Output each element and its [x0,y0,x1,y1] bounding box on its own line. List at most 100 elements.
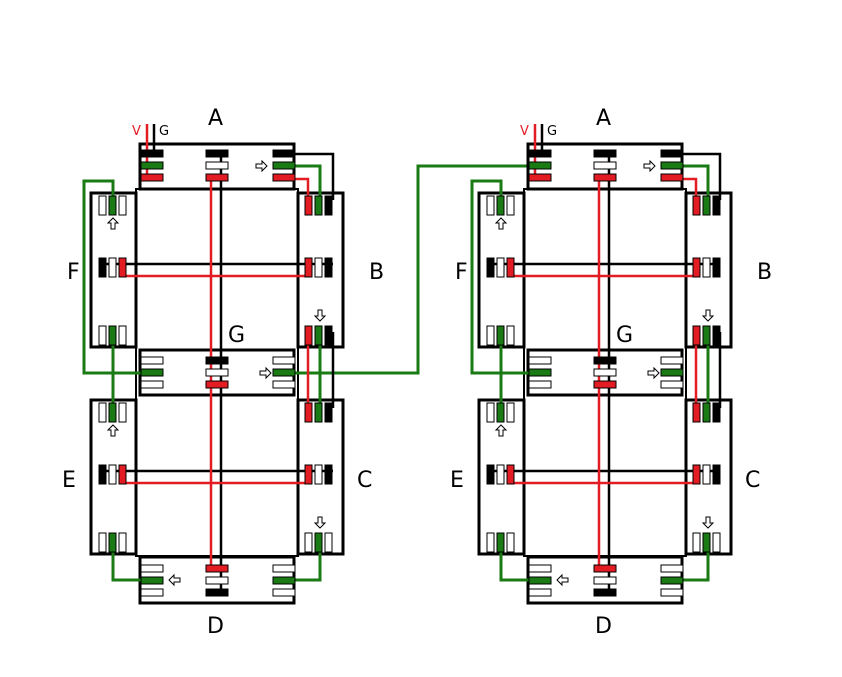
connector-pin [702,325,711,346]
connector-pin [108,195,117,216]
g-label: G [159,124,169,139]
connector-pin [496,532,505,553]
connector-pin [712,325,721,346]
connector-pin [205,564,229,573]
segment-e-label: E [450,468,464,493]
data-wire [82,179,156,375]
connector-pin [140,588,164,597]
connector-pin [304,402,313,423]
connector-pin [304,532,313,553]
connector-pin [528,149,552,158]
connector-pin [506,195,515,216]
arrow-right-icon [643,159,656,173]
connector-pin [324,532,333,553]
connector-pin [108,257,117,278]
connector-pin [692,195,701,216]
data-wire [111,540,148,582]
arrow-right-icon [259,366,272,380]
segment-e-label: E [62,468,76,493]
segment-g-label: G [616,323,633,348]
connector-pin [140,356,164,365]
connector-pin [496,195,505,216]
connector-pin [140,161,164,170]
connector-pin [140,564,164,573]
connector-pin [506,325,515,346]
connector-pin [506,532,515,553]
connector-pin [108,402,117,423]
connector-pin [528,588,552,597]
connector-pin [660,173,684,182]
connector-pin [98,257,107,278]
connector-pin [314,257,323,278]
connector-pin [118,532,127,553]
connector-pin [324,402,333,423]
connector-pin [118,402,127,423]
connector-pin [506,402,515,423]
connector-pin [660,588,684,597]
connector-pin [140,368,164,377]
left-arrows [106,159,327,587]
connector-pin [528,161,552,170]
connector-pin [528,356,552,365]
connector-pin [118,325,127,346]
gnd-wire [284,152,335,200]
connector-pin [314,464,323,485]
connector-pin [98,325,107,346]
data-wire [288,540,322,582]
right-data-wires [470,164,710,582]
connector-pin [660,368,684,377]
arrow-down-icon [701,516,715,529]
connector-pin [272,161,296,170]
connector-pin [272,173,296,182]
arrow-up-icon [494,217,508,230]
connector-pin [98,464,107,485]
connector-pin [486,464,495,485]
right-vcc-wires [514,124,698,569]
connector-pin [205,380,229,389]
connector-pin [496,402,505,423]
arrow-down-icon [313,516,327,529]
connector-pin [314,325,323,346]
connector-pin [98,532,107,553]
connector-pin [324,464,333,485]
connector-pin [660,149,684,158]
data-wire [284,164,322,200]
connector-pin [140,173,164,182]
connector-pin [593,173,617,182]
connector-pin [506,257,515,278]
connector-pin [486,325,495,346]
connector-pin [272,576,296,585]
connector-pin [304,464,313,485]
connector-pin [660,356,684,365]
v-label: V [520,124,529,139]
connector-pin [712,402,721,423]
left-pins [98,149,333,597]
segment-f-label: F [455,260,468,285]
connector-pin [528,380,552,389]
connector-pin [593,564,617,573]
connector-pin [272,149,296,158]
connector-pin [140,380,164,389]
connector-pin [593,576,617,585]
connector-pin [108,464,117,485]
arrow-up-icon [106,424,120,437]
arrow-up-icon [494,424,508,437]
connector-pin [324,257,333,278]
connector-pin [118,195,127,216]
connector-pin [702,464,711,485]
connector-pin [205,149,229,158]
segment-g-label: G [228,323,245,348]
connector-pin [486,532,495,553]
arrow-left-icon [556,573,569,587]
left-diagram: V G A B C D E F G [62,106,530,639]
connector-pin [108,325,117,346]
connector-pin [205,161,229,170]
g-label: G [547,124,557,139]
connector-pin [593,588,617,597]
segment-b-label: B [369,260,384,285]
connector-pin [98,402,107,423]
connector-pin [314,402,323,423]
connector-pin [528,368,552,377]
segment-c-label: C [357,468,372,493]
